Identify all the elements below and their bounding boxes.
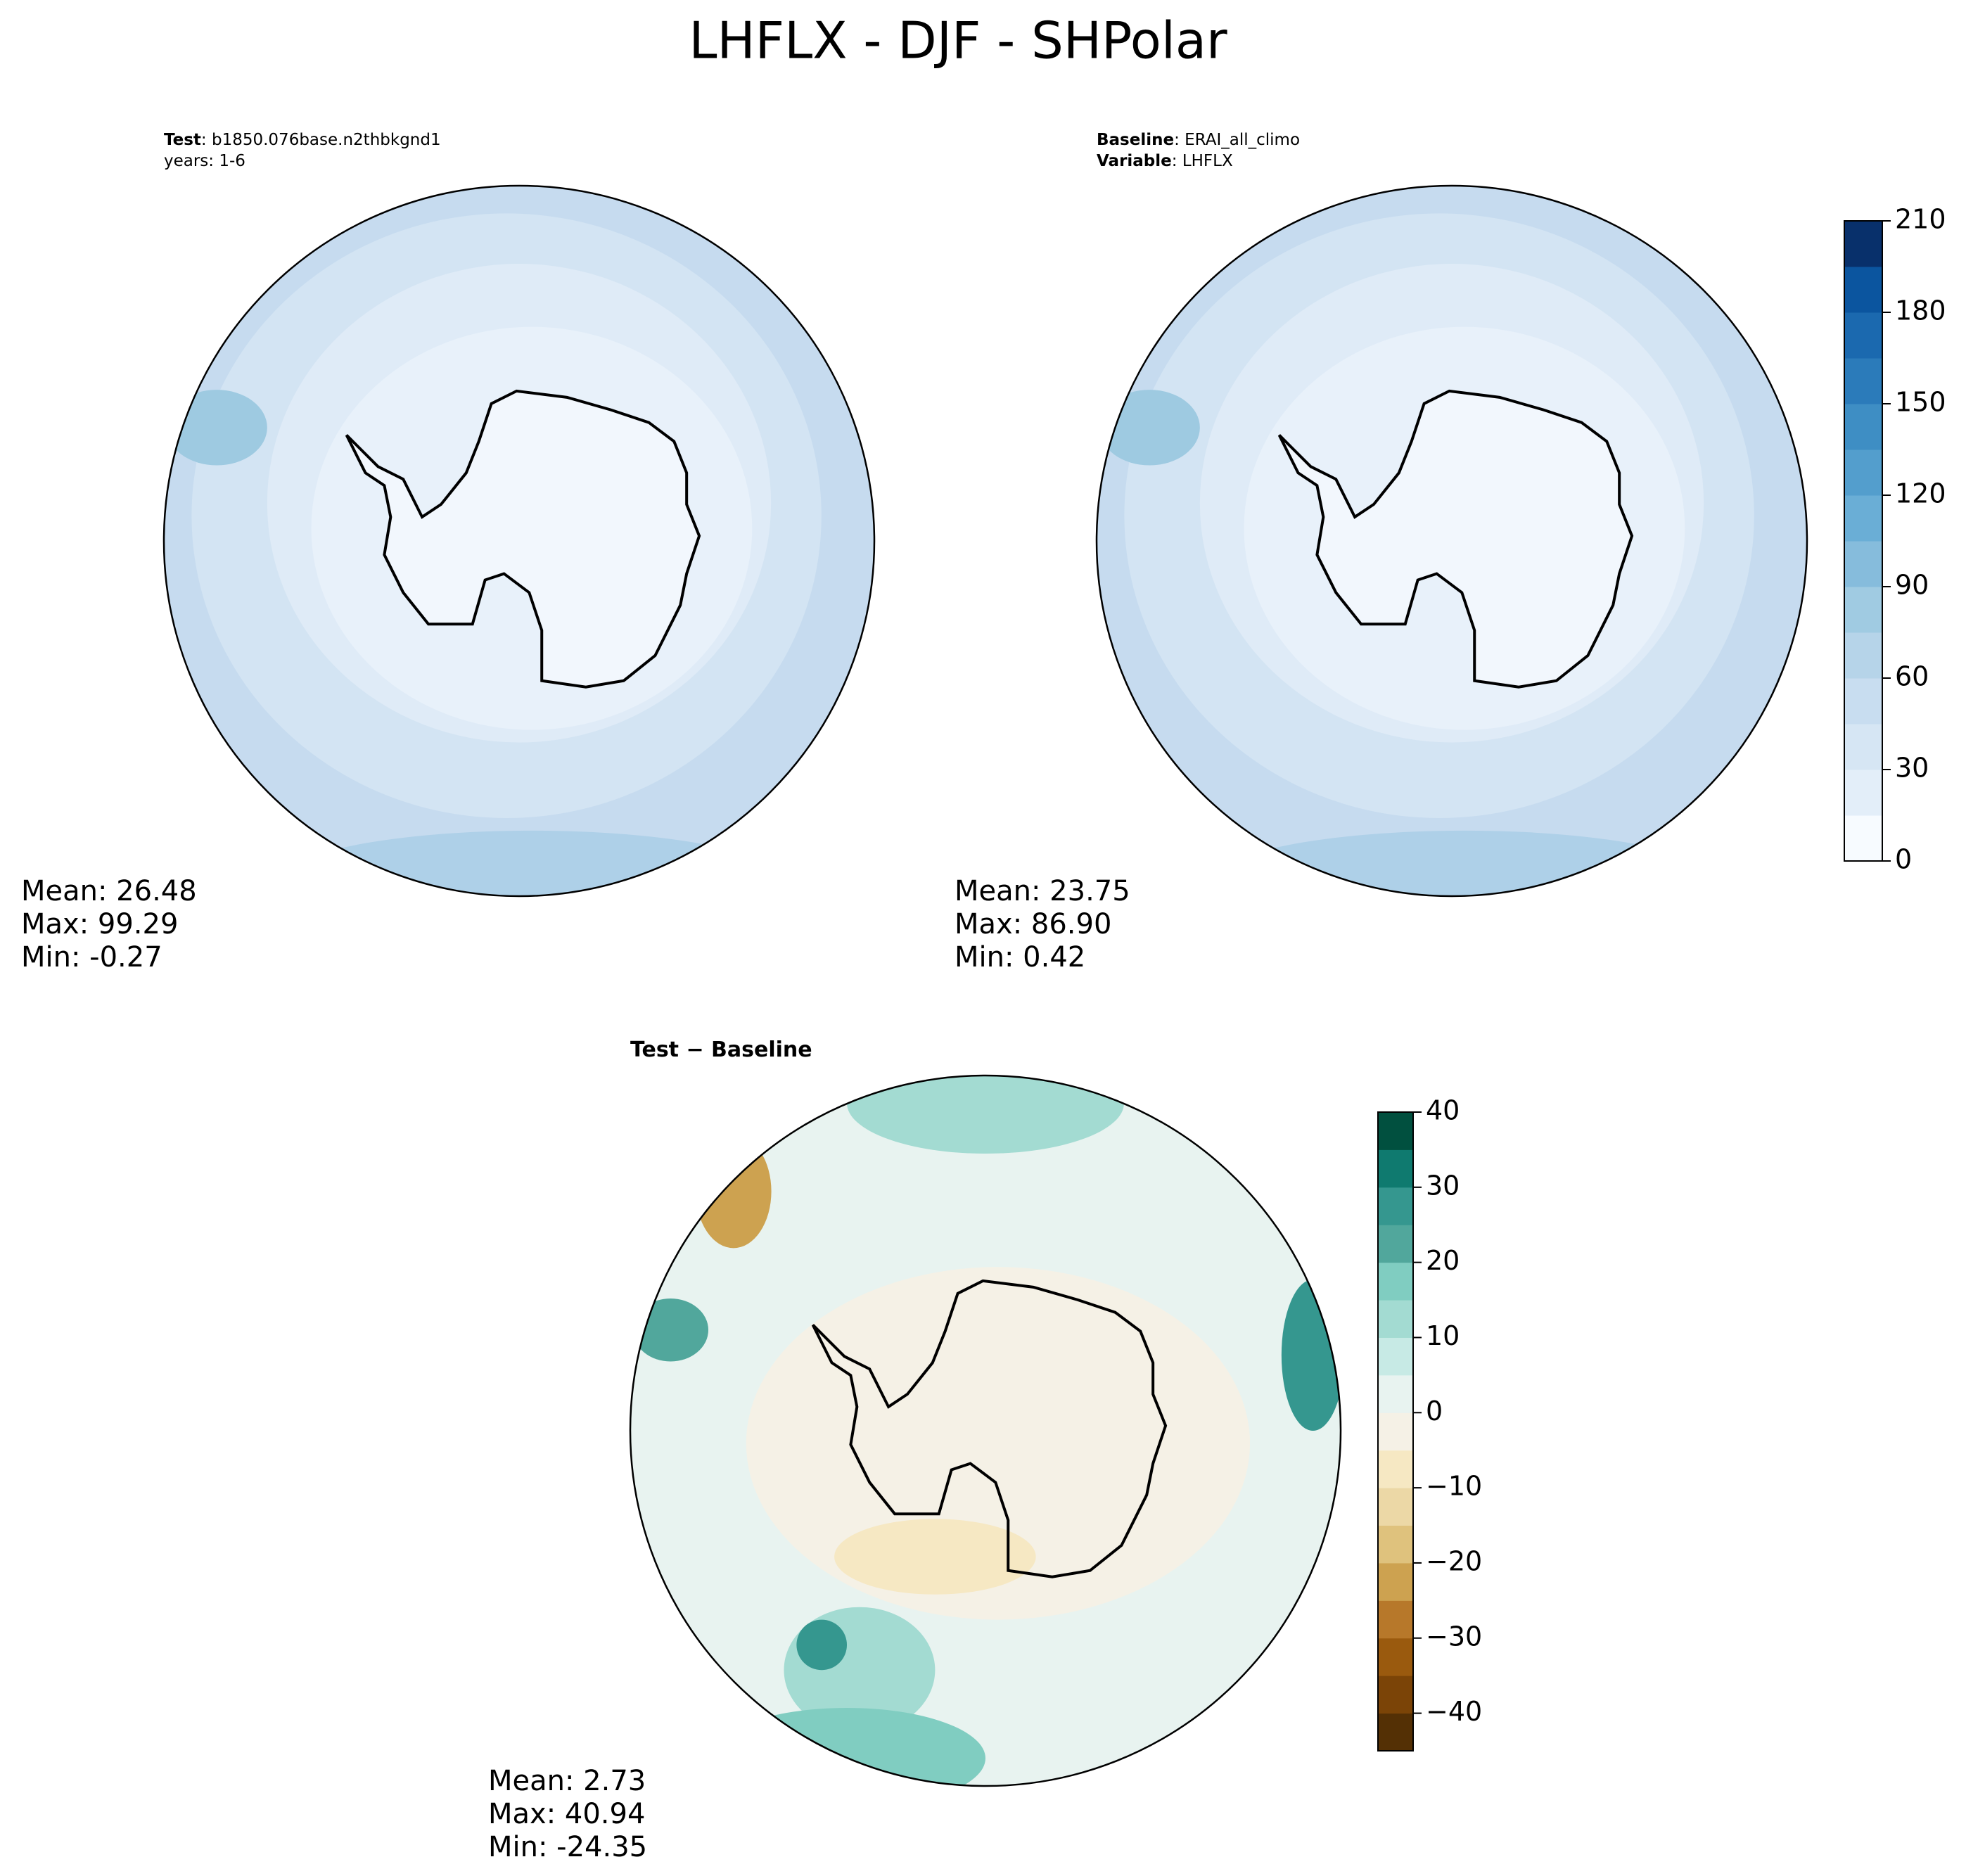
field-band [834, 1519, 1036, 1595]
colorbar-tick-label: 10 [1426, 1320, 1460, 1351]
stat-text: Mean: 26.48 [21, 875, 197, 907]
stat-text: Max: 40.94 [488, 1798, 645, 1830]
colorbar-segment [1844, 449, 1882, 496]
panel-header: Test − Baseline [630, 1038, 812, 1062]
map [164, 186, 874, 896]
colorbar-tick-label: 150 [1895, 387, 1946, 418]
field-band [1212, 830, 1717, 896]
colorbar-tick-label: 0 [1895, 844, 1912, 875]
colorbar-segment [1378, 1562, 1413, 1601]
colorbar-segment [1378, 1112, 1413, 1150]
colorbar-tick-label: 120 [1895, 478, 1946, 509]
header-part: years: 1-6 [164, 152, 245, 170]
colorbar-segment [1844, 312, 1882, 359]
coastline [811, 1279, 1168, 1578]
colorbar-tick-label: 40 [1426, 1095, 1460, 1126]
stat-text: Min: -24.35 [488, 1831, 647, 1863]
field-band [1281, 1280, 1341, 1431]
panel-header: Baseline: ERAI_all_climo [1097, 131, 1300, 149]
colorbar-segment [1378, 1262, 1413, 1301]
header-part: Baseline [1097, 131, 1174, 149]
colorbar-segment [1378, 1450, 1413, 1488]
colorbar-segment [1378, 1488, 1413, 1526]
colorbar-segment [1378, 1187, 1413, 1225]
field-band [847, 1076, 1124, 1154]
header-part: Variable [1097, 152, 1172, 170]
colorbar-segment [1378, 1525, 1413, 1564]
colorbar-segment [1378, 1600, 1413, 1639]
colorbar-segment [1844, 770, 1882, 816]
header-part: : LHFLX [1172, 152, 1233, 170]
colorbar-segment [1844, 221, 1882, 267]
stat-text: Mean: 23.75 [955, 875, 1130, 907]
stat-text: Max: 86.90 [955, 908, 1111, 940]
colorbar-segment [1378, 1412, 1413, 1451]
field-band [279, 830, 784, 896]
colorbar-tick-label: 30 [1426, 1170, 1460, 1201]
coastline [1277, 389, 1634, 689]
field-band [632, 1298, 709, 1362]
colorbar-tick-label: −20 [1426, 1545, 1482, 1576]
colorbar-segment [1844, 632, 1882, 679]
stat-text: Min: -0.27 [21, 941, 162, 974]
header-part: Test [164, 131, 201, 149]
colorbar-segment [1844, 724, 1882, 770]
colorbar-segment [1378, 1337, 1413, 1376]
header-part: : b1850.076base.n2thbkgnd1 [201, 131, 441, 149]
panel-header: years: 1-6 [164, 152, 245, 170]
colorbar-tick-label: 30 [1895, 753, 1929, 784]
colorbar-tick-label: 90 [1895, 570, 1929, 601]
colorbar-segment [1844, 358, 1882, 404]
panel-header: Variable: LHFLX [1097, 152, 1233, 170]
colorbar-segment [1844, 404, 1882, 450]
stat-text: Mean: 2.73 [488, 1765, 646, 1797]
stat-text: Min: 0.42 [955, 941, 1085, 974]
colorbar-segment [1378, 1374, 1413, 1413]
colorbar-tick-label: 210 [1895, 204, 1946, 235]
colorbar-frame [1844, 220, 1883, 862]
colorbar-tick-label: 60 [1895, 661, 1929, 692]
colorbar-tick-label: −10 [1426, 1471, 1482, 1502]
colorbar-segment [1378, 1638, 1413, 1676]
map-boundary [629, 1074, 1342, 1787]
field-band [796, 1619, 848, 1671]
figure-title: LHFLX - DJF - SHPolar [689, 11, 1227, 70]
colorbar-tick-label: −40 [1426, 1696, 1482, 1727]
colorbar-segment [1378, 1225, 1413, 1263]
colorbar-tick-label: 0 [1426, 1396, 1443, 1427]
colorbar-segment [1378, 1300, 1413, 1338]
colorbar-tick-label: 180 [1895, 295, 1946, 326]
colorbar-segment [1378, 1713, 1413, 1751]
colorbar-segment [1844, 267, 1882, 313]
map-boundary [162, 184, 876, 898]
colorbar-segment [1378, 1676, 1413, 1714]
colorbar-tick-label: 20 [1426, 1245, 1460, 1276]
colorbar-frame [1377, 1111, 1414, 1751]
field-band [1099, 390, 1200, 466]
map [1097, 186, 1807, 896]
colorbar-segment [1844, 495, 1882, 542]
field-band [696, 1135, 772, 1249]
coastline [345, 389, 701, 689]
map-boundary [1095, 184, 1808, 898]
colorbar-segment [1844, 587, 1882, 633]
header-part: : ERAI_all_climo [1174, 131, 1300, 149]
map [630, 1076, 1341, 1786]
colorbar-segment [1844, 541, 1882, 587]
colorbar-segment [1378, 1149, 1413, 1188]
header-part: Test − Baseline [630, 1038, 812, 1062]
colorbar-segment [1844, 815, 1882, 862]
field-band [166, 390, 267, 466]
colorbar-tick-label: −30 [1426, 1621, 1482, 1652]
panel-header: Test: b1850.076base.n2thbkgnd1 [164, 131, 441, 149]
colorbar-segment [1844, 678, 1882, 725]
stat-text: Max: 99.29 [21, 908, 178, 940]
